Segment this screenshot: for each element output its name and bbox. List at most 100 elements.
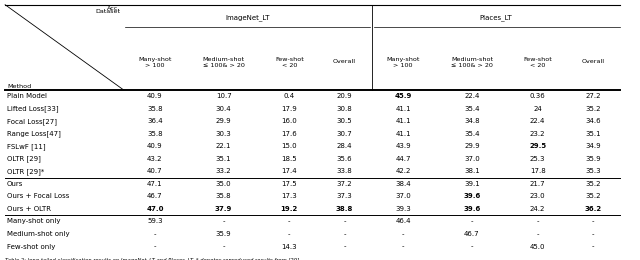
Text: 24: 24 (533, 106, 542, 112)
Text: -: - (402, 244, 404, 250)
Text: 38.8: 38.8 (336, 206, 353, 212)
Text: 25.3: 25.3 (530, 156, 545, 162)
Text: -: - (344, 231, 346, 237)
Text: 35.0: 35.0 (216, 181, 232, 187)
Text: 35.8: 35.8 (216, 193, 232, 199)
Text: 0.4: 0.4 (284, 93, 295, 99)
Text: Method: Method (7, 84, 31, 89)
Text: Places_LT: Places_LT (479, 14, 513, 21)
Text: 35.2: 35.2 (585, 181, 601, 187)
Text: 10.7: 10.7 (216, 93, 232, 99)
Text: ≤ 100& > 20: ≤ 100& > 20 (203, 63, 244, 68)
Text: ≤ 100& > 20: ≤ 100& > 20 (451, 63, 493, 68)
Text: Ours + OLTR: Ours + OLTR (7, 206, 51, 212)
Text: Few-shot only: Few-shot only (7, 244, 56, 250)
Text: 20.9: 20.9 (337, 93, 353, 99)
Text: -: - (154, 231, 156, 237)
Text: 59.3: 59.3 (147, 218, 163, 224)
Text: -: - (536, 231, 539, 237)
Text: -: - (223, 218, 225, 224)
Text: Medium-shot: Medium-shot (203, 57, 244, 62)
Text: 40.9: 40.9 (147, 143, 163, 149)
Text: 27.2: 27.2 (585, 93, 601, 99)
Text: Medium-shot only: Medium-shot only (7, 231, 70, 237)
Text: 35.8: 35.8 (147, 131, 163, 137)
Text: 17.3: 17.3 (282, 193, 297, 199)
Text: 39.1: 39.1 (464, 181, 480, 187)
Text: -: - (536, 218, 539, 224)
Text: 35.2: 35.2 (585, 193, 601, 199)
Text: 43.9: 43.9 (396, 143, 411, 149)
Text: Overall: Overall (333, 59, 356, 64)
Text: 46.7: 46.7 (464, 231, 480, 237)
Text: 21.7: 21.7 (530, 181, 545, 187)
Text: 0.36: 0.36 (530, 93, 545, 99)
Text: Ours + Focal Loss: Ours + Focal Loss (7, 193, 69, 199)
Text: 18.5: 18.5 (282, 156, 297, 162)
Text: 35.1: 35.1 (585, 131, 601, 137)
Text: 38.4: 38.4 (396, 181, 411, 187)
Text: ImageNet_LT: ImageNet_LT (225, 14, 270, 21)
Text: Few-shot: Few-shot (524, 57, 552, 62)
Text: Many-shot: Many-shot (138, 57, 172, 62)
Text: 19.2: 19.2 (281, 206, 298, 212)
Text: 24.2: 24.2 (530, 206, 545, 212)
Text: Plain Model: Plain Model (7, 93, 47, 99)
Text: < 20: < 20 (530, 63, 545, 68)
Text: Focal Loss[27]: Focal Loss[27] (7, 118, 57, 125)
Text: > 100: > 100 (394, 63, 413, 68)
Text: Range Loss[47]: Range Loss[47] (7, 130, 61, 137)
Text: -: - (288, 218, 291, 224)
Text: 29.5: 29.5 (529, 143, 546, 149)
Text: 46.4: 46.4 (396, 218, 411, 224)
Text: Lifted Loss[33]: Lifted Loss[33] (7, 105, 59, 112)
Text: 40.7: 40.7 (147, 168, 163, 174)
Text: 47.0: 47.0 (146, 206, 164, 212)
Text: 30.5: 30.5 (337, 118, 353, 124)
Text: 15.0: 15.0 (282, 143, 297, 149)
Text: Many-shot only: Many-shot only (7, 218, 61, 224)
Text: 29.9: 29.9 (464, 143, 480, 149)
Text: 22.1: 22.1 (216, 143, 232, 149)
Text: 35.3: 35.3 (585, 168, 601, 174)
Text: Few-shot: Few-shot (275, 57, 303, 62)
Text: Dataset: Dataset (95, 9, 120, 15)
Text: 37.9: 37.9 (215, 206, 232, 212)
Text: 41.1: 41.1 (396, 106, 411, 112)
Text: Acc.: Acc. (107, 6, 120, 11)
Text: > 100: > 100 (145, 63, 164, 68)
Text: 35.1: 35.1 (216, 156, 232, 162)
Text: Medium-shot: Medium-shot (451, 57, 493, 62)
Text: 34.9: 34.9 (585, 143, 601, 149)
Text: 37.0: 37.0 (464, 156, 480, 162)
Text: 38.1: 38.1 (464, 168, 480, 174)
Text: 44.7: 44.7 (396, 156, 411, 162)
Text: 41.1: 41.1 (396, 131, 411, 137)
Text: 30.3: 30.3 (216, 131, 232, 137)
Text: 36.2: 36.2 (584, 206, 602, 212)
Text: -: - (223, 244, 225, 250)
Text: -: - (592, 231, 594, 237)
Text: 33.8: 33.8 (337, 168, 353, 174)
Text: Many-shot: Many-shot (387, 57, 420, 62)
Text: 30.4: 30.4 (216, 106, 232, 112)
Text: OLTR [29]*: OLTR [29]* (7, 168, 44, 175)
Text: 35.4: 35.4 (464, 131, 480, 137)
Text: Ours: Ours (7, 181, 24, 187)
Text: 39.6: 39.6 (463, 206, 481, 212)
Text: 23.0: 23.0 (530, 193, 545, 199)
Text: OLTR [29]: OLTR [29] (7, 155, 41, 162)
Text: 14.3: 14.3 (282, 244, 297, 250)
Text: 17.6: 17.6 (282, 131, 297, 137)
Text: 17.4: 17.4 (282, 168, 297, 174)
Text: 17.9: 17.9 (282, 106, 297, 112)
Text: < 20: < 20 (282, 63, 297, 68)
Text: 22.4: 22.4 (530, 118, 545, 124)
Text: -: - (344, 244, 346, 250)
Text: -: - (592, 244, 594, 250)
Text: 37.3: 37.3 (337, 193, 353, 199)
Text: 42.2: 42.2 (396, 168, 411, 174)
Text: -: - (344, 218, 346, 224)
Text: 35.2: 35.2 (585, 106, 601, 112)
Text: 30.7: 30.7 (337, 131, 353, 137)
